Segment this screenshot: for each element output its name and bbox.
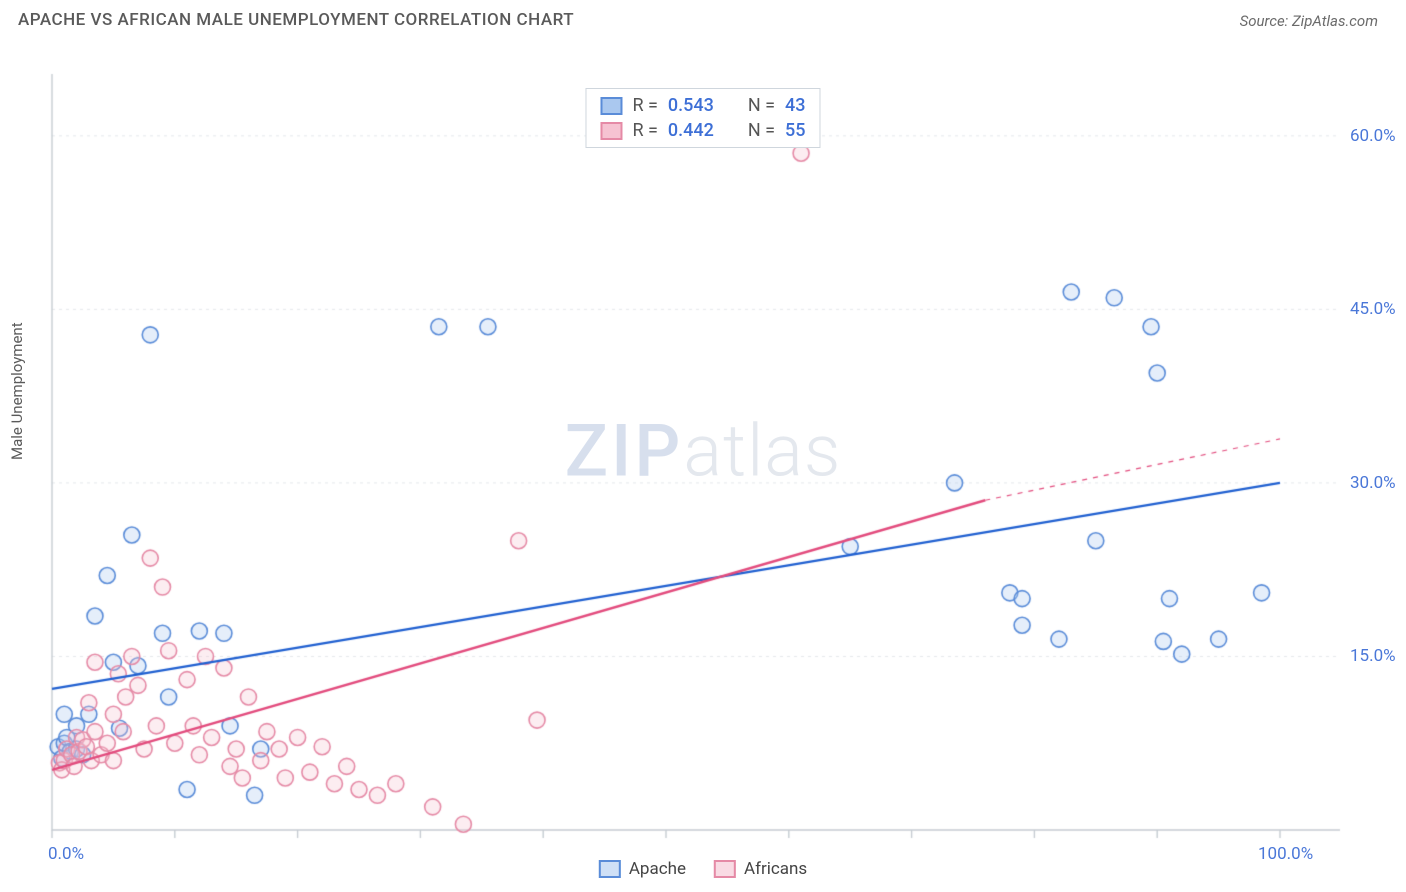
legend-r-value-africans: 0.442 (668, 120, 714, 141)
legend-r-value-apache: 0.543 (668, 95, 714, 116)
chart-area: Male Unemployment ZIPatlas R = 0.543 N =… (0, 30, 1406, 880)
legend-swatch-africans (600, 122, 622, 140)
legend-item-africans: Africans (714, 859, 807, 879)
scatter-canvas (0, 30, 1406, 880)
legend-item-apache: Apache (599, 859, 686, 879)
y-tick-label: 60.0% (1350, 126, 1396, 146)
legend-series: Apache Africans (599, 859, 807, 879)
legend-stats-row: R = 0.442 N = 55 (600, 118, 805, 143)
legend-swatch-africans (714, 860, 736, 878)
legend-stats-row: R = 0.543 N = 43 (600, 93, 805, 118)
legend-n-label: N = (748, 120, 775, 141)
legend-n-value-apache: 43 (785, 95, 805, 116)
chart-title: APACHE VS AFRICAN MALE UNEMPLOYMENT CORR… (18, 10, 574, 30)
y-tick-label: 45.0% (1350, 299, 1396, 319)
legend-swatch-apache (600, 97, 622, 115)
x-tick-label: 0.0% (48, 844, 84, 864)
y-axis-label: Male Unemployment (8, 322, 26, 460)
legend-r-label: R = (632, 95, 657, 116)
legend-stats: R = 0.543 N = 43 R = 0.442 N = 55 (585, 88, 820, 148)
x-tick-label: 100.0% (1258, 844, 1313, 864)
legend-swatch-apache (599, 860, 621, 878)
legend-label-apache: Apache (629, 859, 686, 879)
y-tick-label: 15.0% (1350, 646, 1396, 666)
source-label: Source: ZipAtlas.com (1240, 12, 1378, 30)
y-tick-label: 30.0% (1350, 473, 1396, 493)
legend-r-label: R = (632, 120, 657, 141)
legend-n-value-africans: 55 (785, 120, 805, 141)
legend-label-africans: Africans (744, 859, 807, 879)
legend-n-label: N = (748, 95, 775, 116)
